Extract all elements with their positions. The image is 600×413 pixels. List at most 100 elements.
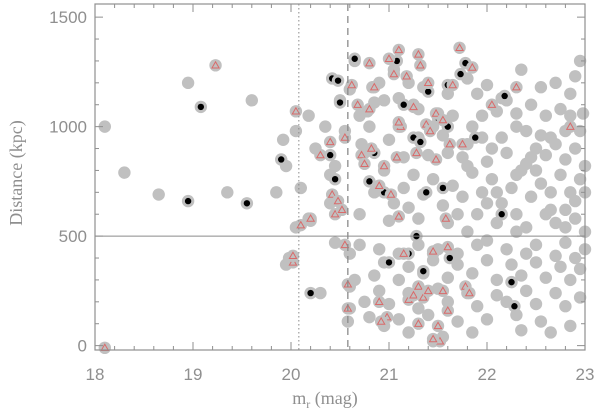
- point-triangle: [402, 71, 412, 80]
- point-center-dot: [423, 189, 430, 196]
- point-marker: [549, 76, 562, 90]
- point-triangle: [431, 154, 441, 163]
- data-point: [554, 168, 567, 182]
- data-point: [314, 286, 327, 300]
- point-marker: [461, 225, 474, 238]
- data-point: [573, 172, 587, 186]
- data-point: [544, 186, 557, 199]
- point-marker: [373, 284, 386, 298]
- data-point: [529, 164, 543, 177]
- point-marker: [412, 212, 425, 225]
- data-point: [373, 243, 386, 256]
- point-triangle: [288, 257, 298, 266]
- point-marker: [466, 120, 479, 133]
- point-triangle: [357, 150, 367, 159]
- data-point: [304, 286, 317, 300]
- point-marker: [559, 203, 572, 217]
- point-triangle: [340, 132, 350, 141]
- data-point: [324, 148, 337, 162]
- data-point: [373, 179, 386, 192]
- data-point: [549, 249, 562, 263]
- point-triangle: [211, 60, 221, 69]
- point-marker: [529, 256, 543, 269]
- data-point: [471, 87, 484, 100]
- point-triangle: [565, 122, 575, 130]
- point-marker: [573, 291, 587, 304]
- point-marker: [363, 120, 376, 133]
- point-center-dot: [472, 134, 479, 141]
- point-center-dot: [420, 267, 427, 275]
- data-point: [382, 297, 396, 311]
- point-triangle: [374, 297, 384, 306]
- data-point: [510, 120, 523, 133]
- point-triangle: [288, 251, 298, 260]
- point-triangle: [458, 139, 467, 148]
- point-marker: [382, 133, 396, 146]
- data-point: [549, 286, 562, 300]
- axes: [94, 3, 586, 351]
- data-point: [515, 324, 528, 337]
- x-tick-label: 23: [576, 365, 595, 384]
- data-point: [328, 159, 342, 173]
- point-marker: [377, 94, 391, 107]
- point-marker: [373, 243, 386, 256]
- point-triangle: [445, 139, 455, 148]
- point-triangle: [392, 152, 402, 161]
- data-point: [539, 148, 552, 162]
- point-triangle: [467, 62, 477, 71]
- point-triangle: [443, 305, 453, 314]
- point-marker: [549, 249, 562, 263]
- x-tick-label: 19: [184, 365, 203, 384]
- point-triangle: [330, 209, 340, 218]
- data-point: [524, 98, 538, 111]
- point-triangle: [394, 211, 404, 220]
- point-triangle: [423, 78, 433, 87]
- data-point: [118, 166, 131, 179]
- data-point: [410, 146, 423, 160]
- point-triangle: [415, 60, 425, 69]
- point-marker: [534, 129, 548, 142]
- point-triangle: [374, 181, 384, 189]
- point-marker: [520, 284, 533, 298]
- point-marker: [314, 286, 327, 300]
- data-point: [539, 109, 552, 122]
- data-point: [529, 238, 543, 252]
- point-center-dot: [439, 184, 447, 192]
- point-marker: [544, 326, 557, 339]
- data-point: [194, 100, 208, 114]
- plot-frame: [94, 3, 586, 351]
- data-point: [524, 190, 538, 203]
- point-triangle: [337, 205, 347, 214]
- data-point: [505, 275, 518, 289]
- data-point: [358, 157, 371, 171]
- point-marker: [490, 186, 503, 199]
- data-point: [377, 94, 391, 107]
- point-marker: [392, 313, 405, 326]
- point-triangle: [448, 80, 458, 89]
- point-marker: [500, 146, 513, 160]
- point-triangle: [433, 321, 443, 330]
- data-point: [221, 186, 234, 199]
- data-point: [412, 280, 425, 293]
- point-triangle: [487, 100, 497, 108]
- data-point: [400, 70, 413, 83]
- data-point: [348, 52, 361, 65]
- data-point: [276, 133, 290, 146]
- data-point: [333, 96, 347, 109]
- data-point: [485, 142, 499, 155]
- data-point: [304, 212, 317, 225]
- data-point: [475, 109, 489, 122]
- data-point: [392, 43, 405, 57]
- point-marker: [569, 142, 582, 155]
- point-marker: [368, 269, 381, 282]
- point-marker: [466, 267, 479, 280]
- point-triangle: [409, 290, 418, 299]
- data-point: [98, 120, 112, 133]
- data-point: [397, 181, 410, 195]
- reference-lines: [95, 4, 585, 350]
- data-point: [441, 304, 454, 317]
- data-point: [441, 271, 454, 284]
- data-point: [328, 236, 342, 249]
- x-tick-label: 22: [478, 365, 497, 384]
- data-point: [524, 151, 538, 164]
